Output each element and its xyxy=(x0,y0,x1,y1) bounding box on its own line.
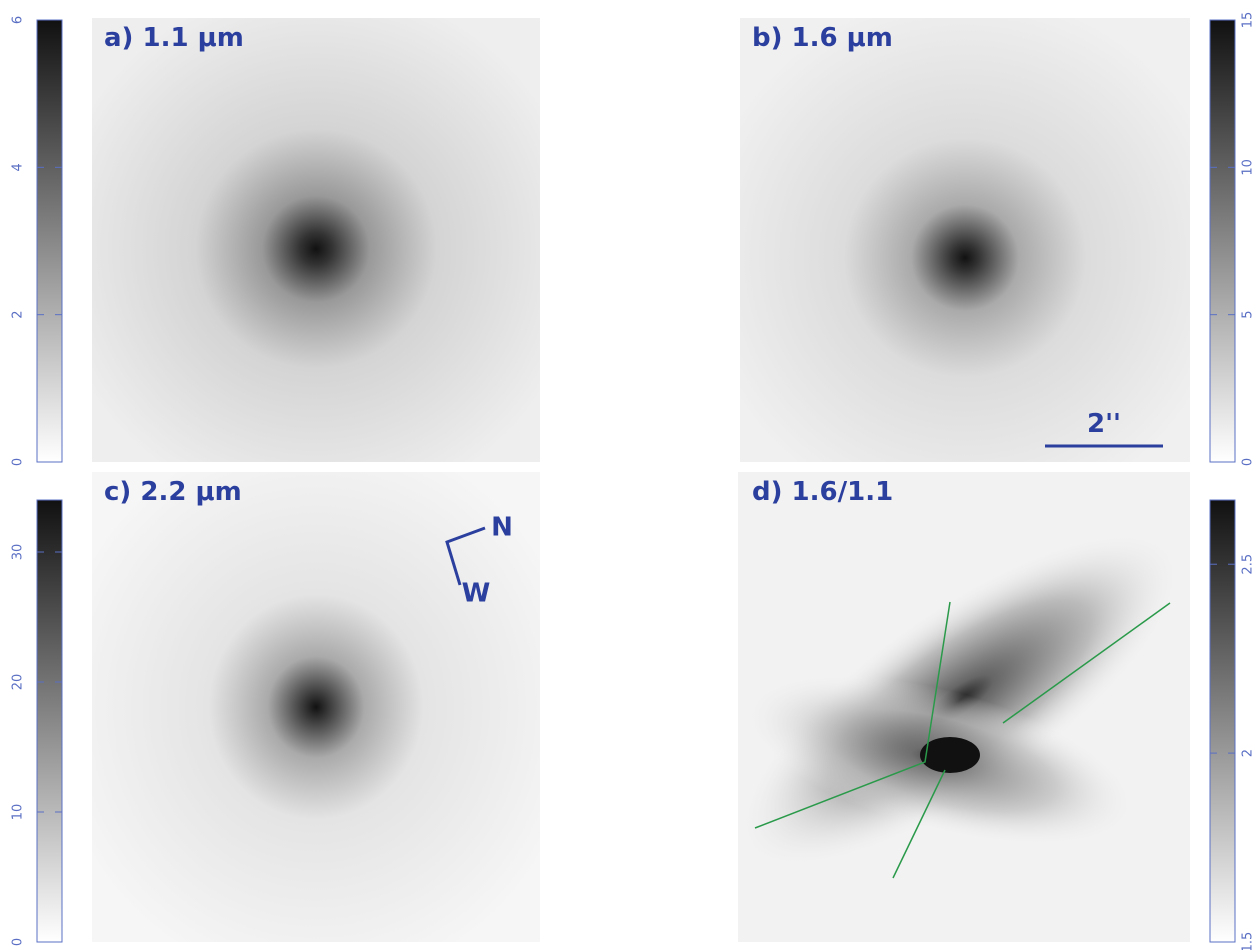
colorbar-tick-label: 4 xyxy=(11,163,26,171)
image-d xyxy=(695,472,1224,942)
colorbar-tick-label: 2 xyxy=(11,311,26,319)
panel-label: b) 1.6 μm xyxy=(752,23,893,53)
colorbar-tick-label: 30 xyxy=(11,544,26,561)
panel-label: d) 1.6/1.1 xyxy=(752,477,893,507)
panel-label: c) 2.2 μm xyxy=(104,477,242,507)
figure: 2'' N W a) 1.1 μm 0 2 4 6 b) 1.6 μm 0 5 10 15 c) 2… xyxy=(0,0,1257,950)
colorbar-tick-label: 10 xyxy=(11,804,26,821)
colorbar xyxy=(37,20,62,462)
colorbar xyxy=(1210,500,1235,942)
image-a xyxy=(92,18,540,462)
colorbar-tick-label: 5 xyxy=(1241,311,1256,319)
colorbar-tick-label: 1.5 xyxy=(1241,932,1256,950)
colorbar-tick-label: 20 xyxy=(11,674,26,691)
colorbar-tick-label: 2.5 xyxy=(1241,554,1256,575)
compass-north: N xyxy=(491,513,513,543)
colorbar-tick-label: 15 xyxy=(1241,12,1256,29)
colorbar xyxy=(37,500,62,942)
image-b xyxy=(740,18,1190,462)
colorbar-tick-label: 6 xyxy=(11,16,26,24)
colorbar-tick-label: 0 xyxy=(11,938,26,946)
scale-bar-label: 2'' xyxy=(1087,409,1121,439)
colorbar-tick-label: 0 xyxy=(11,458,26,466)
colorbar xyxy=(1210,20,1235,462)
panel-label: a) 1.1 μm xyxy=(104,23,244,53)
colorbar-tick-label: 2 xyxy=(1241,749,1256,757)
colorbar-tick-label: 10 xyxy=(1241,159,1256,176)
colorbar-tick-label: 0 xyxy=(1241,458,1256,466)
image-c xyxy=(92,472,540,942)
compass-west: W xyxy=(462,579,491,609)
